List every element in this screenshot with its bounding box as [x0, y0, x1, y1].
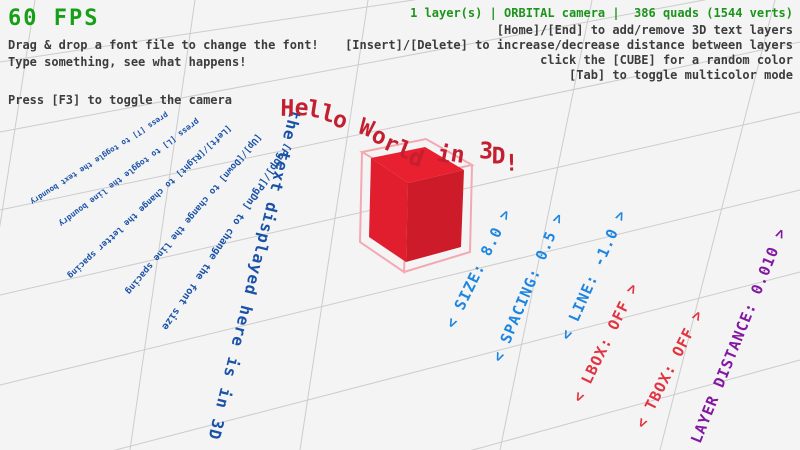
cube-top-face	[371, 147, 464, 183]
hint-multicolor-mode: [Tab] to toggle multicolor mode	[569, 68, 793, 82]
fps-counter: 60 FPS	[8, 6, 100, 31]
hello-char: !	[503, 150, 519, 177]
hint-type-something: Type something, see what happens!	[8, 55, 247, 70]
cube-left-face	[369, 158, 408, 262]
hud-top-left: 60 FPS Drag & drop a font file to change…	[8, 6, 319, 108]
hint-drag-drop: Drag & drop a font file to change the fo…	[8, 38, 319, 53]
hint-layer-distance: [Insert]/[Delete] to increase/decrease d…	[345, 38, 793, 52]
hud-top-right: 1 layer(s) | ORBITAL camera | 386 quads …	[345, 6, 793, 83]
hint-toggle-camera: Press [F3] to toggle the camera	[8, 92, 232, 107]
hint-cube-color: click the [CUBE] for a random color	[540, 53, 793, 67]
stats-line: 1 layer(s) | ORBITAL camera | 386 quads …	[410, 6, 793, 20]
cube[interactable]	[358, 137, 475, 274]
cube-right-face	[406, 170, 464, 262]
hint-add-remove-layers: [Home]/[End] to add/remove 3D text layer…	[496, 23, 793, 37]
